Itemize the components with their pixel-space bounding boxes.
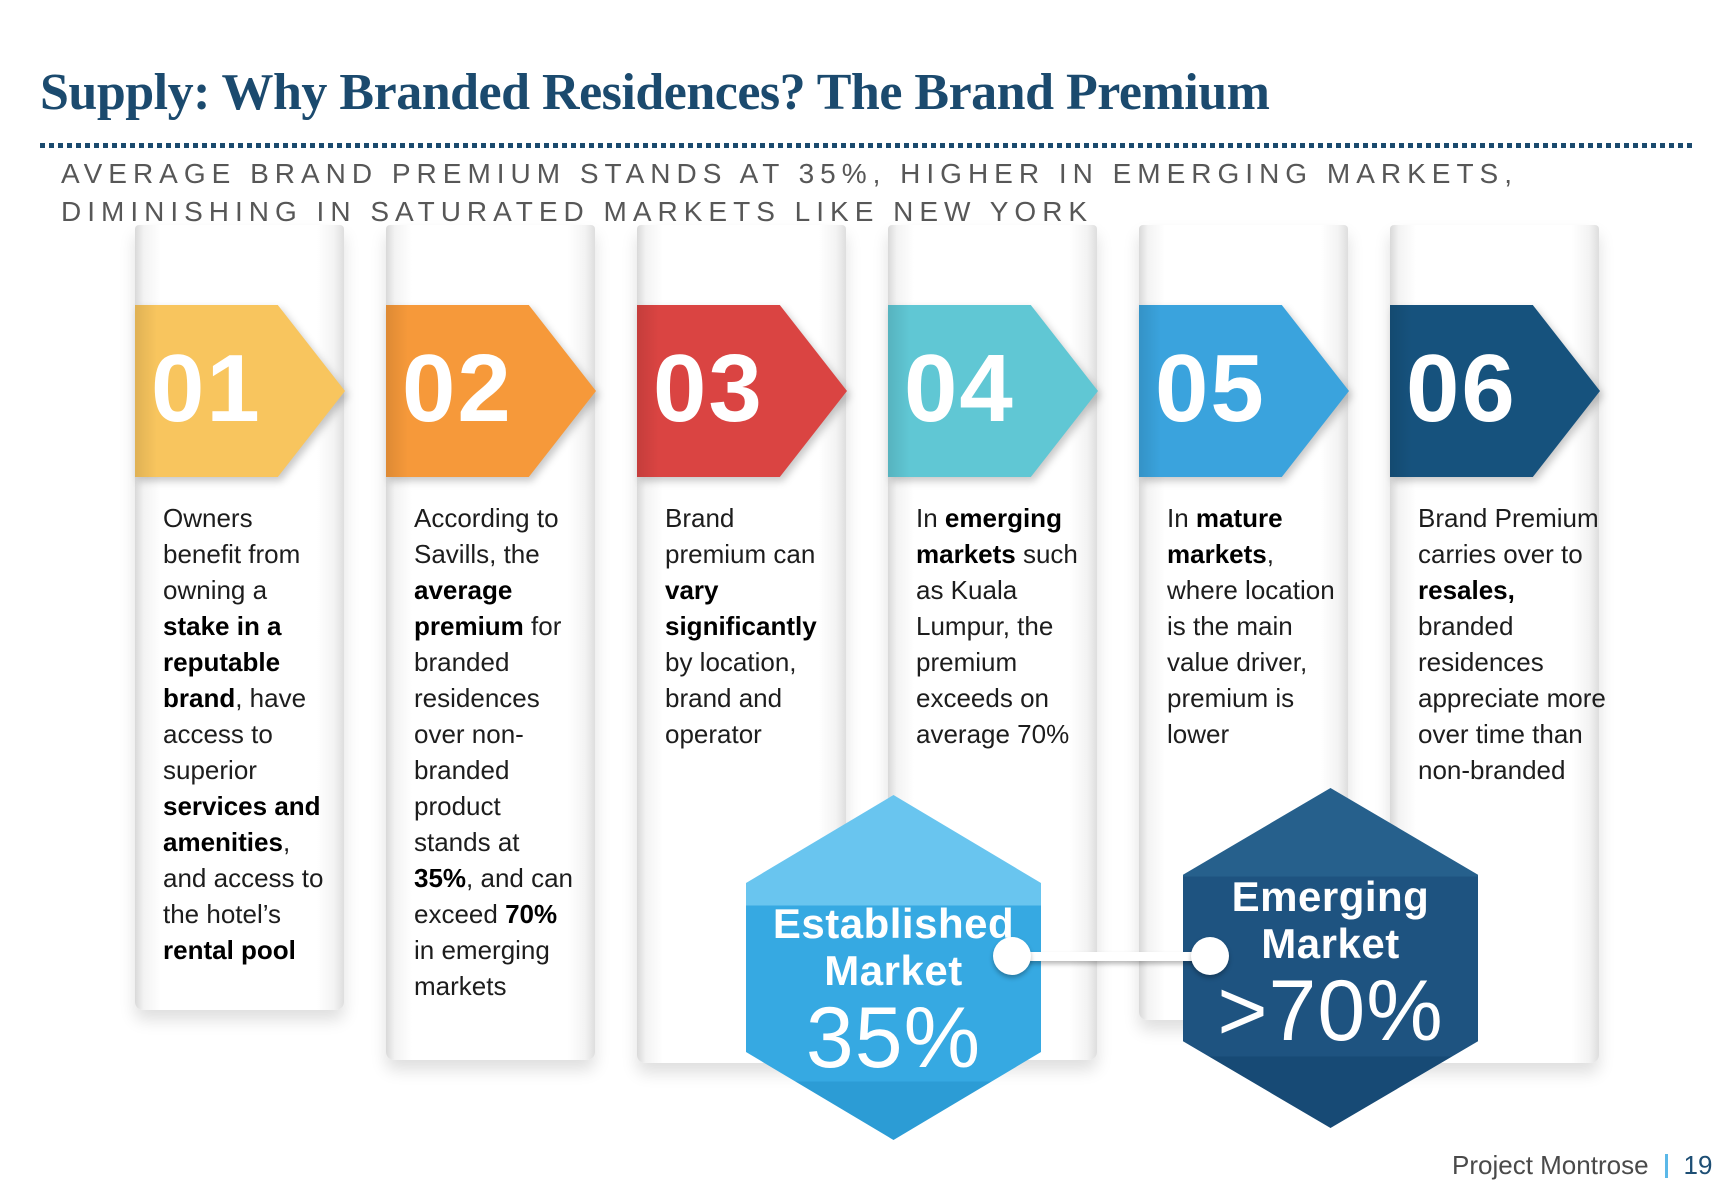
step-column-01: 01 Owners benefit from owning a stake in … (135, 225, 345, 1010)
footer-page-number: 19 (1683, 1150, 1713, 1180)
hexagon-content: Emerging Market >70% (1183, 872, 1478, 1056)
chevron-05: 05 (1139, 305, 1349, 477)
hexagon-label-line2: Market (824, 947, 963, 995)
chevron-number: 02 (402, 334, 513, 442)
footer: Project Montrose 19 (1452, 1150, 1712, 1181)
step-text: Brand premium can vary significantly by … (665, 503, 817, 749)
hexagon-label-line1: Established (772, 900, 1015, 948)
chevron-arrow-icon: 05 (1139, 305, 1349, 477)
step-text: In emerging markets such as Kuala Lumpur… (916, 503, 1078, 749)
footer-separator (1664, 1153, 1668, 1178)
connector-dot-right (1191, 937, 1229, 975)
page-title: Supply: Why Branded Residences? The Bran… (40, 64, 1270, 121)
chevron-arrow-icon: 03 (637, 305, 847, 477)
hexagon-content: Established Market 35% (746, 900, 1041, 1087)
hexagon-value: >70% (1217, 963, 1444, 1060)
subtitle-line-1: AVERAGE BRAND PREMIUM STANDS AT 35%, HIG… (61, 158, 1518, 189)
chevron-arrow-icon: 02 (386, 305, 596, 477)
step-column-02: 02 According to Savills, the average prem… (386, 225, 596, 1060)
chevron-01: 01 (135, 305, 345, 477)
chevron-04: 04 (888, 305, 1098, 477)
chevron-03: 03 (637, 305, 847, 477)
step-text: Brand Premium carries over to resales, b… (1418, 503, 1606, 785)
step-text: In mature markets, where location is the… (1167, 503, 1335, 749)
chevron-02: 02 (386, 305, 596, 477)
hexagon-value: 35% (805, 990, 982, 1087)
chevron-number: 03 (653, 334, 764, 442)
connector-dot-left (993, 937, 1031, 975)
chevron-number: 05 (1155, 334, 1266, 442)
chevron-arrow-icon: 01 (135, 305, 345, 477)
subtitle-line-2: DIMINISHING IN SATURATED MARKETS LIKE NE… (61, 196, 1094, 227)
subtitle: AVERAGE BRAND PREMIUM STANDS AT 35%, HIG… (61, 155, 1518, 231)
connector-line (1012, 952, 1210, 961)
chevron-arrow-icon: 06 (1390, 305, 1600, 477)
step-column-05: 05 In mature markets, where location is t… (1139, 225, 1349, 1020)
chevron-number: 06 (1406, 334, 1517, 442)
hexagon-label-line2: Market (1261, 920, 1400, 968)
chevron-06: 06 (1390, 305, 1600, 477)
step-column-06: 06 Brand Premium carries over to resales,… (1390, 225, 1606, 1063)
chevron-number: 01 (151, 334, 262, 442)
step-text: Owners benefit from owning a stake in a … (163, 503, 324, 965)
step-text: According to Savills, the average premiu… (414, 503, 574, 1001)
hexagon-label-line1: Emerging (1231, 873, 1430, 921)
chevron-number: 04 (904, 334, 1015, 442)
chevron-arrow-icon: 04 (888, 305, 1098, 477)
footer-project-name: Project Montrose (1452, 1150, 1649, 1180)
dotted-divider (40, 143, 1692, 148)
